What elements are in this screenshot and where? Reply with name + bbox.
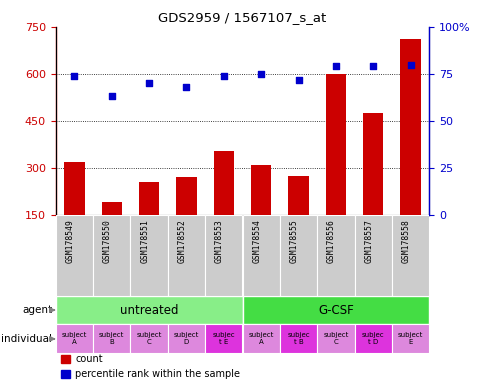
Bar — [167, 324, 205, 353]
Bar — [250, 165, 271, 262]
Text: subject
C: subject C — [322, 333, 348, 345]
Text: subjec
t D: subjec t D — [361, 333, 384, 345]
Bar — [56, 296, 242, 324]
Bar — [130, 324, 167, 353]
Bar — [279, 215, 317, 296]
Text: subject
B: subject B — [99, 333, 124, 345]
Point — [406, 61, 413, 68]
Text: GSM178557: GSM178557 — [363, 219, 373, 263]
Text: GSM178549: GSM178549 — [65, 219, 75, 263]
Bar — [213, 151, 234, 262]
Text: GSM178553: GSM178553 — [214, 219, 223, 263]
Bar — [354, 324, 391, 353]
Bar — [354, 215, 391, 296]
Text: subject
A: subject A — [61, 333, 87, 345]
Text: GSM178555: GSM178555 — [289, 219, 298, 263]
Bar — [56, 215, 93, 296]
Bar — [93, 324, 130, 353]
Bar — [391, 215, 428, 296]
Point — [145, 80, 153, 86]
Bar — [399, 40, 420, 262]
Text: subject
D: subject D — [173, 333, 199, 345]
Bar — [64, 162, 85, 262]
Point — [257, 71, 265, 77]
Point — [294, 76, 302, 83]
Text: GSM178554: GSM178554 — [252, 219, 261, 263]
Point — [369, 63, 377, 70]
Text: subject
E: subject E — [397, 333, 423, 345]
Bar — [287, 176, 308, 262]
Text: G-CSF: G-CSF — [318, 304, 353, 316]
Text: untreated: untreated — [120, 304, 178, 316]
Bar — [242, 215, 279, 296]
Text: GSM178558: GSM178558 — [401, 219, 409, 263]
Bar — [93, 215, 130, 296]
Bar — [325, 74, 346, 262]
Point — [219, 73, 227, 79]
Point — [71, 73, 78, 79]
Text: GSM178552: GSM178552 — [177, 219, 186, 263]
Text: individual: individual — [1, 334, 52, 344]
Bar — [317, 215, 354, 296]
Text: subject
C: subject C — [136, 333, 162, 345]
Bar — [242, 324, 279, 353]
Bar — [101, 202, 122, 262]
Legend: count, percentile rank within the sample: count, percentile rank within the sample — [60, 354, 240, 379]
Bar — [205, 324, 242, 353]
Bar — [391, 324, 428, 353]
Bar — [167, 215, 205, 296]
Title: GDS2959 / 1567107_s_at: GDS2959 / 1567107_s_at — [158, 11, 326, 24]
Text: agent: agent — [22, 305, 52, 315]
Point — [331, 63, 339, 70]
Bar — [242, 296, 428, 324]
Point — [107, 93, 115, 99]
Bar — [56, 324, 93, 353]
Bar — [176, 177, 197, 262]
Bar — [138, 182, 159, 262]
Bar — [205, 215, 242, 296]
Bar — [317, 324, 354, 353]
Point — [182, 84, 190, 90]
Bar — [362, 113, 383, 262]
Bar — [130, 215, 167, 296]
Text: subjec
t B: subjec t B — [287, 333, 309, 345]
Text: GSM178556: GSM178556 — [326, 219, 335, 263]
Text: GSM178551: GSM178551 — [140, 219, 149, 263]
Text: subjec
t E: subjec t E — [212, 333, 235, 345]
Bar — [279, 324, 317, 353]
Text: GSM178550: GSM178550 — [103, 219, 111, 263]
Text: subject
A: subject A — [248, 333, 273, 345]
